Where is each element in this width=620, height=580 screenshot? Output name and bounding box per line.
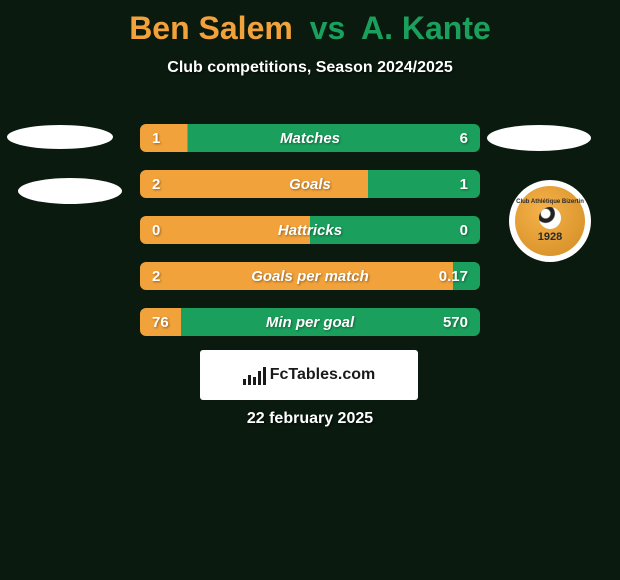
badge-bar [258, 371, 261, 385]
fctables-badge: FcTables.com [200, 350, 418, 400]
badge-bar [248, 375, 251, 385]
stat-row: 0Hattricks0 [140, 216, 480, 244]
club-logo-ball-icon [539, 207, 561, 229]
stat-right-value: 1 [432, 176, 468, 193]
badge-text: FcTables.com [270, 366, 376, 384]
badge-bar [263, 367, 266, 385]
stat-right-value: 6 [432, 130, 468, 147]
stat-row: 2Goals per match0.17 [140, 262, 480, 290]
stat-right-value: 0 [432, 222, 468, 239]
stat-label: Goals [188, 176, 432, 193]
stat-row: 2Goals1 [140, 170, 480, 198]
stats-container: 1Matches62Goals10Hattricks02Goals per ma… [140, 124, 480, 354]
subtitle: Club competitions, Season 2024/2025 [0, 59, 620, 77]
stat-row: 76Min per goal570 [140, 308, 480, 336]
club-logo-text-top: Club Athlétique Bizertin [516, 199, 584, 205]
player1-name: Ben Salem [129, 10, 293, 46]
stat-left-value: 2 [152, 268, 188, 285]
stat-right-value: 570 [432, 314, 468, 331]
stat-label: Min per goal [188, 314, 432, 331]
club-logo-year: 1928 [538, 231, 562, 243]
date-text: 22 february 2025 [0, 410, 620, 428]
stat-left-value: 76 [152, 314, 188, 331]
player2-name: A. Kante [361, 10, 491, 46]
vs-separator: vs [310, 10, 346, 46]
stat-left-value: 1 [152, 130, 188, 147]
stat-label: Goals per match [188, 268, 432, 285]
avatar-placeholder-left-2 [18, 178, 122, 204]
stat-left-value: 0 [152, 222, 188, 239]
badge-bars-icon [243, 365, 266, 385]
stat-label: Matches [188, 130, 432, 147]
badge-bar [253, 377, 256, 385]
avatar-placeholder-left-1 [7, 125, 113, 149]
club-logo: Club Athlétique Bizertin 1928 [509, 180, 591, 262]
badge-bar [243, 379, 246, 385]
avatar-placeholder-right-1 [487, 125, 591, 151]
stat-row: 1Matches6 [140, 124, 480, 152]
stat-left-value: 2 [152, 176, 188, 193]
stat-right-value: 0.17 [432, 268, 468, 285]
comparison-title: Ben Salem vs A. Kante [0, 0, 620, 47]
stat-label: Hattricks [188, 222, 432, 239]
